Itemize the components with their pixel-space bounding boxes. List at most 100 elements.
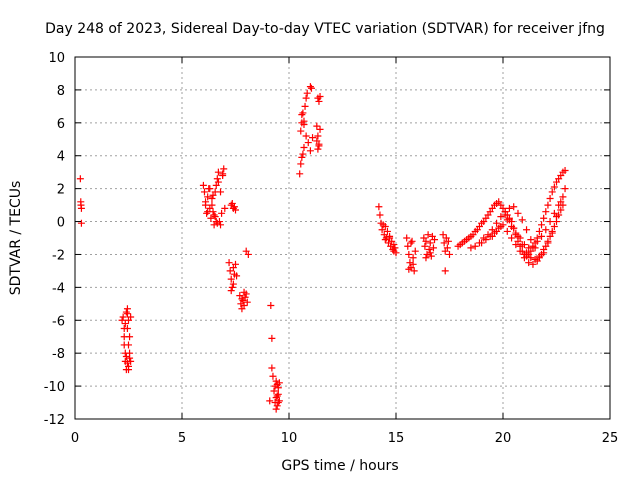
data-point xyxy=(298,153,306,161)
data-point xyxy=(550,183,558,191)
y-tick-label: 4 xyxy=(57,150,65,165)
x-axis-title: GPS time / hours xyxy=(281,458,398,474)
data-point xyxy=(527,254,535,262)
data-point xyxy=(407,239,415,247)
data-point xyxy=(122,308,130,316)
data-point xyxy=(444,237,452,245)
data-point xyxy=(211,213,219,221)
data-point xyxy=(535,254,543,262)
data-point xyxy=(410,267,418,275)
data-point xyxy=(76,175,84,183)
data-point xyxy=(514,209,522,217)
data-point xyxy=(217,221,225,229)
data-point xyxy=(523,226,531,234)
data-point xyxy=(118,316,126,324)
data-point xyxy=(531,244,539,252)
data-point xyxy=(268,364,276,372)
data-point xyxy=(520,241,528,249)
data-point xyxy=(225,259,233,267)
data-point xyxy=(300,117,308,125)
data-point xyxy=(214,178,222,186)
data-point xyxy=(390,241,398,249)
y-tick-label: 6 xyxy=(57,117,65,132)
data-point xyxy=(503,216,511,224)
plot-frame xyxy=(74,56,611,420)
y-tick-label: -2 xyxy=(52,248,65,263)
data-point xyxy=(478,239,486,247)
x-tick-label: 20 xyxy=(495,431,512,446)
data-point xyxy=(510,203,518,211)
data-point xyxy=(204,208,212,216)
data-point xyxy=(127,313,135,321)
data-point xyxy=(316,92,324,100)
data-point xyxy=(206,185,214,193)
data-point xyxy=(228,283,236,291)
data-point xyxy=(123,310,131,318)
data-point xyxy=(299,150,307,158)
y-tick-label: 10 xyxy=(48,51,65,66)
data-point xyxy=(275,379,283,387)
data-point xyxy=(518,216,526,224)
data-point xyxy=(203,209,211,217)
data-point xyxy=(391,244,399,252)
data-point xyxy=(542,208,550,216)
data-point xyxy=(557,206,565,214)
data-point xyxy=(232,206,239,214)
data-point xyxy=(296,170,304,178)
data-point xyxy=(213,219,221,227)
y-tick-label: 8 xyxy=(57,84,65,99)
data-point xyxy=(306,147,314,155)
data-point xyxy=(548,188,556,196)
data-point xyxy=(426,239,434,247)
data-point xyxy=(126,349,134,357)
data-point xyxy=(121,320,129,328)
data-point xyxy=(204,193,212,201)
data-point xyxy=(269,372,277,380)
data-point xyxy=(403,234,411,242)
data-point xyxy=(540,249,548,257)
data-point xyxy=(302,132,310,140)
data-point xyxy=(306,83,314,91)
data-point xyxy=(538,232,546,240)
data-point xyxy=(512,229,520,237)
data-point xyxy=(208,195,216,203)
data-point xyxy=(550,222,558,230)
data-point xyxy=(540,214,548,222)
data-point xyxy=(488,232,496,240)
data-point xyxy=(542,226,550,234)
data-point xyxy=(77,204,85,212)
data-point xyxy=(544,201,552,209)
data-point xyxy=(270,387,278,395)
data-point xyxy=(375,203,383,211)
data-point xyxy=(315,97,323,105)
data-point xyxy=(127,357,135,365)
data-point xyxy=(314,145,322,153)
data-point xyxy=(221,204,229,212)
data-point xyxy=(227,275,235,283)
data-point xyxy=(303,89,311,97)
data-point xyxy=(272,377,280,385)
data-point xyxy=(493,219,501,227)
data-point xyxy=(240,301,248,309)
data-point xyxy=(125,366,132,374)
data-point xyxy=(268,334,276,342)
data-point xyxy=(315,142,323,150)
data-point xyxy=(314,132,322,140)
data-point xyxy=(422,254,430,262)
data-point xyxy=(546,195,554,203)
data-point xyxy=(559,193,567,201)
data-point xyxy=(275,397,283,405)
data-point xyxy=(240,288,248,296)
data-point xyxy=(313,137,321,145)
data-point xyxy=(440,239,448,247)
data-point xyxy=(123,325,131,332)
data-point xyxy=(230,203,238,211)
x-tick-label: 25 xyxy=(602,431,619,446)
x-tick-label: 10 xyxy=(281,431,298,446)
data-point xyxy=(501,208,509,216)
data-point xyxy=(233,272,241,280)
data-point xyxy=(446,250,453,258)
data-point xyxy=(443,244,451,252)
data-point xyxy=(304,139,312,147)
